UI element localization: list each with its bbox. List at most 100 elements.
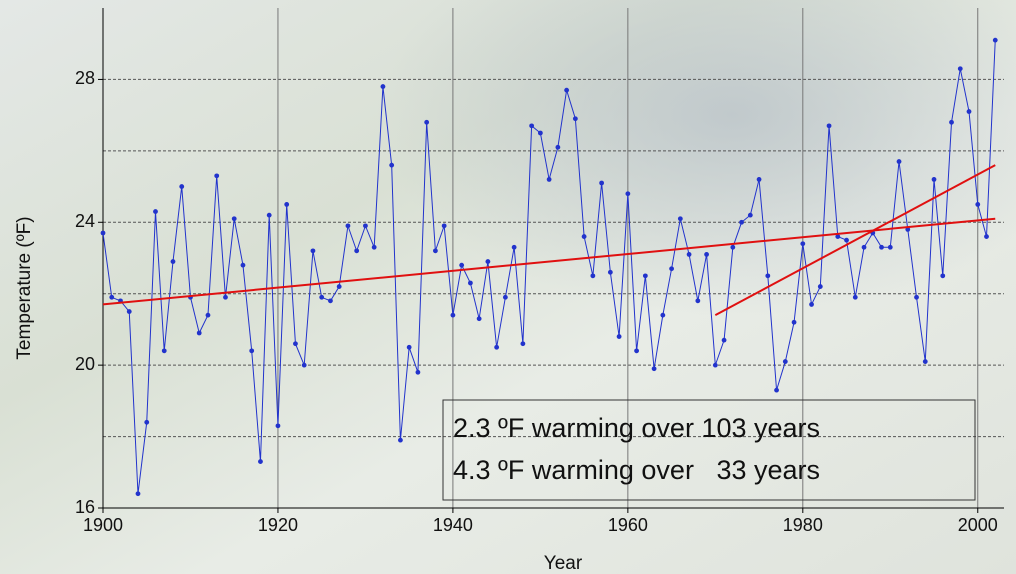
data-point: [416, 370, 421, 375]
data-point: [319, 295, 324, 300]
data-point: [153, 209, 158, 214]
data-point: [241, 263, 246, 268]
data-point: [503, 295, 508, 300]
y-tick-label: 16: [75, 497, 95, 517]
data-point: [590, 273, 595, 278]
data-point: [206, 313, 211, 318]
data-point: [433, 248, 438, 253]
data-point: [381, 84, 386, 89]
data-point: [844, 238, 849, 243]
data-point: [162, 348, 167, 353]
data-point: [660, 313, 665, 318]
data-point: [730, 245, 735, 250]
x-tick-label: 1940: [433, 515, 473, 535]
data-point: [853, 295, 858, 300]
data-point: [494, 345, 499, 350]
data-point: [967, 109, 972, 114]
chart: Temperature (ºF) Year 162024281900192019…: [0, 0, 1016, 574]
data-point: [293, 341, 298, 346]
data-point: [792, 320, 797, 325]
data-point: [783, 359, 788, 364]
data-point: [302, 363, 307, 368]
data-point: [214, 173, 219, 178]
data-point: [442, 223, 447, 228]
x-tick-label: 1960: [608, 515, 648, 535]
data-point: [109, 295, 114, 300]
y-axis-label: Temperature (ºF): [14, 216, 35, 359]
data-point: [485, 259, 490, 264]
data-point: [328, 298, 333, 303]
page: {"chart_data": { "type": "line", "x_labe…: [0, 0, 1016, 574]
data-point: [608, 270, 613, 275]
data-point: [634, 348, 639, 353]
data-point: [765, 273, 770, 278]
data-point: [512, 245, 517, 250]
y-tick-label: 24: [75, 211, 95, 231]
y-tick-label: 20: [75, 354, 95, 374]
y-tick-label: 28: [75, 68, 95, 88]
data-point: [127, 309, 132, 314]
data-point: [564, 88, 569, 93]
data-point: [984, 234, 989, 239]
data-point: [669, 266, 674, 271]
data-point: [477, 316, 482, 321]
x-tick-label: 1920: [258, 515, 298, 535]
data-point: [407, 345, 412, 350]
data-point: [704, 252, 709, 257]
data-point: [276, 423, 281, 428]
data-point: [879, 245, 884, 250]
data-point: [311, 248, 316, 253]
data-point: [739, 220, 744, 225]
annotation: 4.3 ºF warming over 33 years: [453, 455, 820, 485]
data-point: [923, 359, 928, 364]
data-point: [451, 313, 456, 318]
data-point: [800, 241, 805, 246]
annotation: 2.3 ºF warming over 103 years: [453, 413, 820, 443]
data-point: [958, 66, 963, 71]
data-point: [284, 202, 289, 207]
data-point: [258, 459, 263, 464]
x-tick-label: 2000: [958, 515, 998, 535]
data-point: [748, 213, 753, 218]
x-axis-label: Year: [544, 553, 583, 574]
data-point: [179, 184, 184, 189]
data-point: [468, 281, 473, 286]
data-point: [346, 223, 351, 228]
data-point: [171, 259, 176, 264]
data-point: [643, 273, 648, 278]
data-point: [389, 163, 394, 168]
data-point: [520, 341, 525, 346]
data-point: [625, 191, 630, 196]
data-point: [975, 202, 980, 207]
data-point: [232, 216, 237, 221]
data-point: [862, 245, 867, 250]
data-point: [687, 252, 692, 257]
data-point: [722, 338, 727, 343]
data-point: [582, 234, 587, 239]
data-point: [599, 181, 604, 186]
data-point: [459, 263, 464, 268]
data-point: [827, 123, 832, 128]
data-point: [932, 177, 937, 182]
data-point: [713, 363, 718, 368]
data-point: [757, 177, 762, 182]
data-point: [993, 38, 998, 43]
data-point: [197, 331, 202, 336]
data-point: [695, 298, 700, 303]
x-tick-label: 1980: [783, 515, 823, 535]
data-point: [809, 302, 814, 307]
data-point: [529, 123, 534, 128]
data-point: [398, 438, 403, 443]
data-point: [424, 120, 429, 125]
data-point: [888, 245, 893, 250]
data-point: [573, 116, 578, 121]
data-point: [267, 213, 272, 218]
data-point: [940, 273, 945, 278]
data-point: [818, 284, 823, 289]
data-point: [337, 284, 342, 289]
data-point: [363, 223, 368, 228]
data-point: [774, 388, 779, 393]
data-point: [949, 120, 954, 125]
data-point: [617, 334, 622, 339]
data-point: [914, 295, 919, 300]
